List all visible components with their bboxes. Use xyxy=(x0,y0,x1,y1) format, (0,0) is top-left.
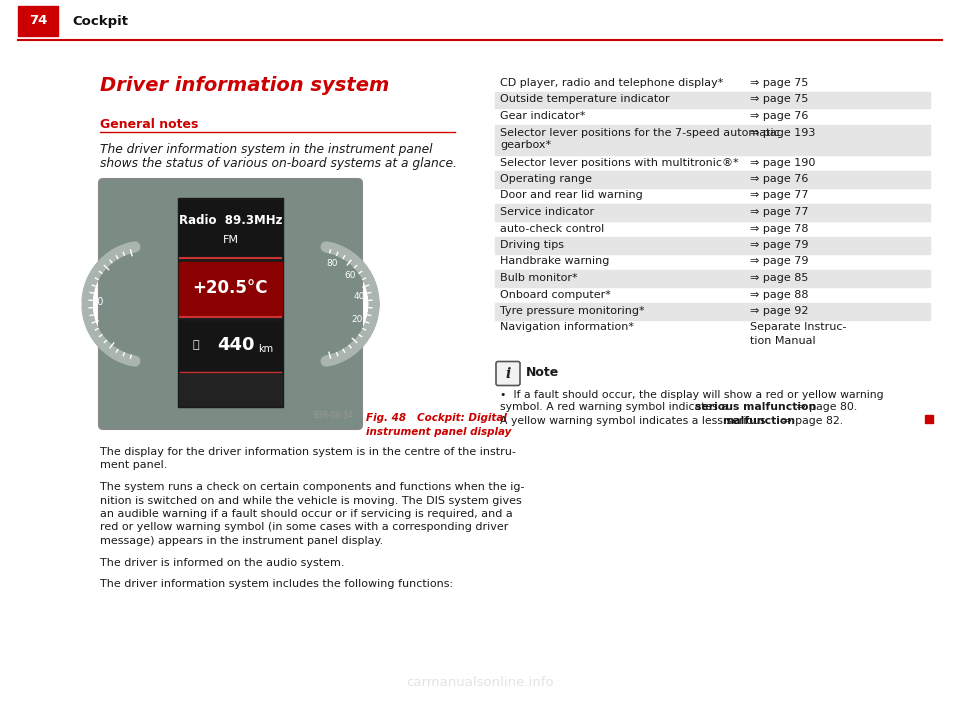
FancyBboxPatch shape xyxy=(99,179,362,429)
Text: Separate Instruc-: Separate Instruc- xyxy=(750,322,847,332)
Text: Fig. 48   Cockpit: Digital: Fig. 48 Cockpit: Digital xyxy=(366,413,507,423)
Bar xyxy=(495,303,930,320)
Text: Operating range: Operating range xyxy=(500,174,592,184)
Text: Cockpit: Cockpit xyxy=(72,15,128,27)
Text: The driver is informed on the audio system.: The driver is informed on the audio syst… xyxy=(100,557,345,568)
Text: The system runs a check on certain components and functions when the ig-: The system runs a check on certain compo… xyxy=(100,482,524,492)
Text: carmanualsonline.info: carmanualsonline.info xyxy=(406,676,554,689)
Text: ⇒ page 85: ⇒ page 85 xyxy=(750,273,808,283)
Text: Gear indicator*: Gear indicator* xyxy=(500,111,586,121)
Text: ⇒ page 79: ⇒ page 79 xyxy=(750,240,808,250)
Text: Tyre pressure monitoring*: Tyre pressure monitoring* xyxy=(500,306,644,316)
Text: 440: 440 xyxy=(217,336,254,354)
Text: ⇒ page 88: ⇒ page 88 xyxy=(750,290,808,299)
Text: Driver information system: Driver information system xyxy=(100,76,390,95)
Text: auto-check control: auto-check control xyxy=(500,224,604,233)
Text: Handbrake warning: Handbrake warning xyxy=(500,257,610,266)
Text: an audible warning if a fault should occur or if servicing is required, and a: an audible warning if a fault should occ… xyxy=(100,509,513,519)
Text: nition is switched on and while the vehicle is moving. The DIS system gives: nition is switched on and while the vehi… xyxy=(100,496,521,505)
Text: ⇒ page 79: ⇒ page 79 xyxy=(750,257,808,266)
Text: +20.5°C: +20.5°C xyxy=(193,279,268,297)
Text: ⇒ page 78: ⇒ page 78 xyxy=(750,224,808,233)
Text: 50: 50 xyxy=(91,297,103,307)
Bar xyxy=(179,261,282,316)
Text: Selector lever positions with multitronic®*: Selector lever positions with multitroni… xyxy=(500,158,738,168)
Text: tion Manual: tion Manual xyxy=(750,336,816,346)
Text: i: i xyxy=(505,367,511,381)
Text: 20: 20 xyxy=(351,315,363,324)
Bar xyxy=(495,92,930,108)
FancyBboxPatch shape xyxy=(496,362,520,386)
Text: ⇒ page 190: ⇒ page 190 xyxy=(750,158,815,168)
Bar xyxy=(495,204,930,221)
Text: symbol. A red warning symbol indicates a: symbol. A red warning symbol indicates a xyxy=(500,402,732,412)
Text: 80: 80 xyxy=(326,259,338,268)
Text: Radio  89.3MHz: Radio 89.3MHz xyxy=(179,214,282,226)
Text: 60: 60 xyxy=(344,271,355,280)
Text: ment panel.: ment panel. xyxy=(100,461,167,470)
Text: ⇒ page 75: ⇒ page 75 xyxy=(750,95,808,104)
Text: The display for the driver information system is in the centre of the instru-: The display for the driver information s… xyxy=(100,447,516,457)
Text: The driver information system includes the following functions:: The driver information system includes t… xyxy=(100,579,453,589)
Text: Navigation information*: Navigation information* xyxy=(500,322,634,332)
Text: shows the status of various on-board systems at a glance.: shows the status of various on-board sys… xyxy=(100,157,457,170)
Text: Service indicator: Service indicator xyxy=(500,207,594,217)
Text: ⇒ page 77: ⇒ page 77 xyxy=(750,191,808,200)
Bar xyxy=(495,237,930,254)
Bar xyxy=(179,321,282,372)
Text: 74: 74 xyxy=(29,15,47,27)
Bar xyxy=(179,374,282,405)
Text: The driver information system in the instrument panel: The driver information system in the ins… xyxy=(100,143,433,156)
Bar xyxy=(179,200,282,257)
Bar xyxy=(18,6,58,36)
Text: ⛽: ⛽ xyxy=(193,340,200,350)
Text: ⇒ page 77: ⇒ page 77 xyxy=(750,207,808,217)
Text: serious malfunction: serious malfunction xyxy=(695,402,816,412)
Text: B3R-06.34: B3R-06.34 xyxy=(313,411,353,420)
Text: FM: FM xyxy=(223,235,238,245)
Text: A yellow warning symbol indicates a less serious: A yellow warning symbol indicates a less… xyxy=(500,416,769,426)
Bar xyxy=(178,198,283,407)
Text: Outside temperature indicator: Outside temperature indicator xyxy=(500,95,670,104)
Text: message) appears in the instrument panel display.: message) appears in the instrument panel… xyxy=(100,536,383,546)
Text: ⇒ page 76: ⇒ page 76 xyxy=(750,111,808,121)
Bar xyxy=(495,171,930,187)
Text: Door and rear lid warning: Door and rear lid warning xyxy=(500,191,643,200)
Text: 40: 40 xyxy=(353,292,365,301)
Text: Note: Note xyxy=(526,367,560,379)
Text: malfunction: malfunction xyxy=(722,416,795,426)
Text: gearbox*: gearbox* xyxy=(500,140,551,151)
Text: General notes: General notes xyxy=(100,118,199,131)
Text: CD player, radio and telephone display*: CD player, radio and telephone display* xyxy=(500,78,724,88)
Text: Selector lever positions for the 7-speed automatic: Selector lever positions for the 7-speed… xyxy=(500,128,780,137)
Bar xyxy=(925,414,933,423)
Text: ⇒ page 76: ⇒ page 76 xyxy=(750,174,808,184)
Bar xyxy=(495,125,930,154)
Bar xyxy=(495,270,930,287)
Text: km: km xyxy=(258,344,274,354)
Text: Onboard computer*: Onboard computer* xyxy=(500,290,611,299)
Text: ⇒ page 92: ⇒ page 92 xyxy=(750,306,808,316)
Text: Bulb monitor*: Bulb monitor* xyxy=(500,273,578,283)
Text: ⇒ page 193: ⇒ page 193 xyxy=(750,128,815,137)
Text: •  If a fault should occur, the display will show a red or yellow warning: • If a fault should occur, the display w… xyxy=(500,390,883,400)
Text: red or yellow warning symbol (in some cases with a corresponding driver: red or yellow warning symbol (in some ca… xyxy=(100,522,509,533)
Text: ⇒ page 82.: ⇒ page 82. xyxy=(779,416,843,426)
Text: ⇒ page 75: ⇒ page 75 xyxy=(750,78,808,88)
Text: instrument panel display: instrument panel display xyxy=(366,427,512,437)
Text: ⇒ page 80.: ⇒ page 80. xyxy=(793,402,857,412)
Text: Driving tips: Driving tips xyxy=(500,240,564,250)
